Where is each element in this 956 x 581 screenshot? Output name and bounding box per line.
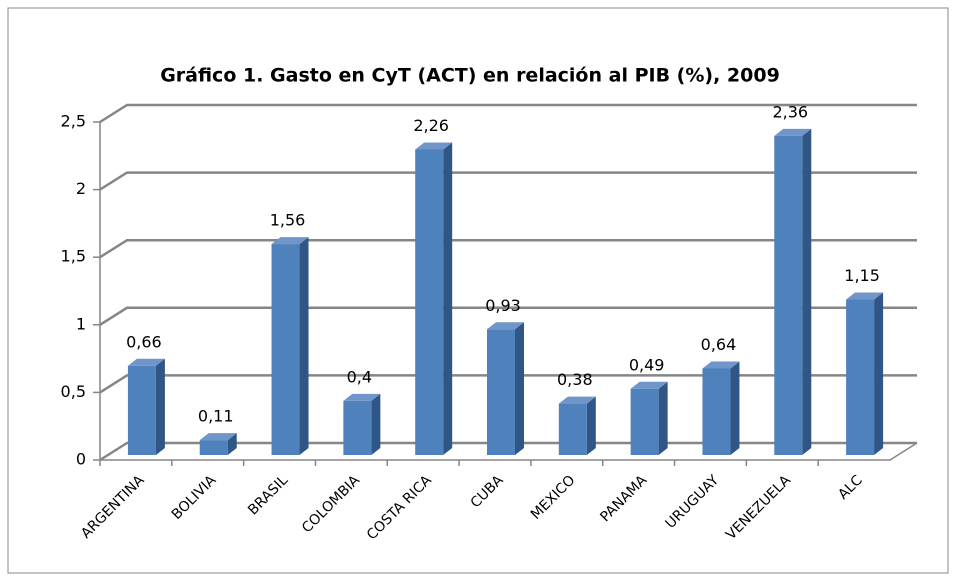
grid-line <box>99 306 917 326</box>
bar-side <box>371 393 381 455</box>
data-label: 0,64 <box>701 335 737 354</box>
bar <box>127 365 156 455</box>
data-label: 1,15 <box>844 266 880 285</box>
bar <box>774 135 803 456</box>
chart-title: Gráfico 1. Gasto en CyT (ACT) en relació… <box>160 65 780 87</box>
bar <box>271 244 300 455</box>
y-tick-label: 0,5 <box>61 382 86 401</box>
bar-side <box>515 322 524 455</box>
bar <box>630 388 659 455</box>
bar <box>199 440 228 455</box>
bar-side <box>874 292 884 455</box>
bar-top <box>846 292 884 300</box>
bar <box>702 368 731 455</box>
grid-line <box>99 171 917 191</box>
bar-side <box>155 358 165 455</box>
bar-top <box>487 322 524 330</box>
y-tick-label: 0 <box>76 450 86 469</box>
bar <box>846 299 875 455</box>
bar-side <box>802 128 812 456</box>
bar-side <box>299 237 309 455</box>
y-tick-label: 2,5 <box>61 112 86 131</box>
bar-top <box>630 381 668 389</box>
bar-side <box>658 381 668 455</box>
grid-line <box>99 238 917 259</box>
data-label: 0,66 <box>126 332 162 351</box>
bar <box>558 403 587 455</box>
floor-edge <box>100 442 918 461</box>
bar-top <box>415 142 453 150</box>
bar-side <box>730 361 740 455</box>
bar <box>487 329 515 455</box>
bar-top <box>127 358 165 366</box>
bar <box>343 400 372 455</box>
data-label: 1,56 <box>270 211 306 230</box>
bar-top <box>343 393 381 401</box>
data-label: 2,26 <box>413 116 449 135</box>
data-label: 0,38 <box>557 370 593 389</box>
y-tick-label: 1,5 <box>61 247 86 266</box>
data-label: 0,49 <box>629 355 665 374</box>
data-label: 0,93 <box>485 296 521 315</box>
bar-top <box>271 237 309 245</box>
y-tick-label: 1 <box>76 314 86 333</box>
grid-line <box>99 374 917 394</box>
bar-side <box>443 142 453 455</box>
y-tick-label: 2 <box>76 179 86 198</box>
bar-top <box>558 396 596 404</box>
bar-top <box>199 433 237 441</box>
data-label: 2,36 <box>772 102 808 121</box>
bar <box>415 149 444 455</box>
bar-top <box>774 128 812 136</box>
bar-side <box>586 396 596 455</box>
data-label: 0,4 <box>347 367 372 386</box>
bar-top <box>702 361 740 369</box>
data-label: 0,11 <box>198 407 234 426</box>
grid-line <box>99 103 917 124</box>
bar-side <box>227 433 237 455</box>
